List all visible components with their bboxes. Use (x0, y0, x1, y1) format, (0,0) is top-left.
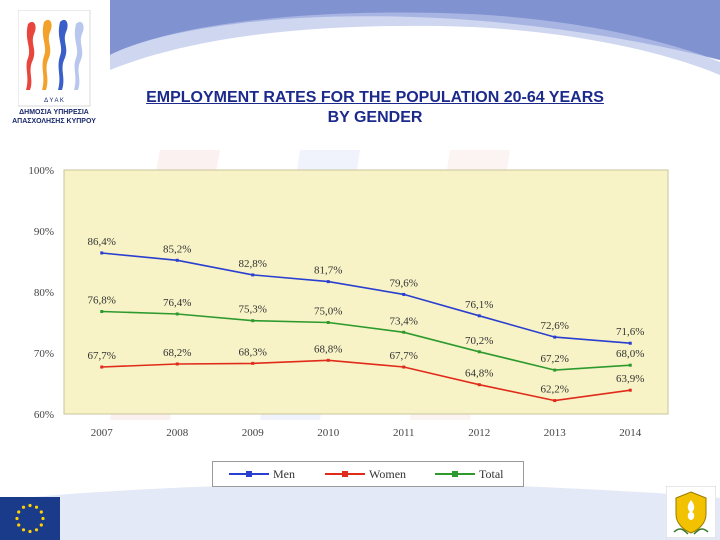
logo-graphic: Δ Υ Α Κ (18, 10, 91, 107)
data-label-women: 63,9% (616, 373, 644, 385)
legend-label: Women (369, 466, 407, 481)
data-point-men (175, 258, 179, 262)
data-point-men (326, 280, 330, 284)
x-tick-label: 2010 (317, 427, 340, 439)
data-point-men (477, 314, 481, 318)
y-tick-label: 90% (34, 226, 54, 238)
legend-swatch (229, 471, 269, 477)
svg-text:Δ Υ Α Κ: Δ Υ Α Κ (44, 98, 64, 104)
legend-item-men: Men (229, 462, 295, 486)
data-label-women: 68,8% (314, 343, 342, 355)
data-label-women: 68,3% (239, 346, 267, 358)
data-point-women (628, 388, 632, 392)
data-label-total: 73,4% (390, 315, 418, 327)
data-label-total: 75,0% (314, 306, 342, 318)
data-label-total: 68,0% (616, 348, 644, 360)
data-point-total (402, 330, 406, 334)
legend-label: Men (273, 466, 295, 481)
data-label-men: 76,1% (465, 299, 493, 311)
data-point-men (251, 273, 255, 277)
series-line-total (101, 310, 631, 371)
data-point-women (477, 383, 481, 387)
data-label-total: 75,3% (239, 304, 267, 316)
x-tick-label: 2012 (468, 427, 490, 439)
x-tick-label: 2014 (619, 427, 642, 439)
data-label-women: 67,7% (88, 350, 116, 362)
data-point-women (175, 362, 179, 366)
data-point-women (402, 365, 406, 369)
data-point-women (100, 365, 104, 369)
data-label-women: 67,7% (390, 350, 418, 362)
data-label-men: 81,7% (314, 265, 342, 277)
x-tick-label: 2009 (242, 427, 265, 439)
data-point-total (251, 319, 255, 323)
data-label-men: 82,8% (239, 258, 267, 270)
y-tick-label: 70% (34, 348, 54, 360)
data-point-men (402, 292, 406, 296)
data-point-men (100, 251, 104, 255)
x-tick-label: 2007 (91, 427, 114, 439)
y-tick-label: 100% (28, 165, 54, 177)
eu-flag-icon (0, 497, 60, 540)
x-tick-label: 2013 (544, 427, 567, 439)
data-label-men: 85,2% (163, 243, 191, 255)
data-point-total (477, 350, 481, 354)
logo-caption: ΔΗΜΟΣΙΑ ΥΠΗΡΕΣΙΑ ΑΠΑΣΧΟΛΗΣΗΣ ΚΥΠΡΟΥ (4, 108, 104, 126)
data-point-total (628, 363, 632, 367)
data-label-total: 70,2% (465, 335, 493, 347)
legend-label: Total (479, 466, 504, 481)
data-label-total: 76,4% (163, 297, 191, 309)
data-label-total: 76,8% (88, 295, 116, 307)
legend-swatch (325, 471, 365, 477)
legend-item-total: Total (435, 462, 504, 486)
data-label-men: 86,4% (88, 236, 116, 248)
data-point-women (326, 358, 330, 362)
series-line-men (101, 252, 631, 344)
chart-legend: Men Women Total (212, 461, 524, 487)
logo-caption-line1: ΔΗΜΟΣΙΑ ΥΠΗΡΕΣΙΑ (19, 109, 89, 116)
page-title: EMPLOYMENT RATES FOR THE POPULATION 20-6… (100, 88, 650, 128)
data-point-women (553, 399, 557, 403)
plot-area (63, 169, 669, 415)
data-label-women: 68,2% (163, 347, 191, 359)
legend-swatch (435, 471, 475, 477)
logo-caption-line2: ΑΠΑΣΧΟΛΗΣΗΣ ΚΥΠΡΟΥ (12, 118, 96, 125)
title-line-1: EMPLOYMENT RATES FOR THE POPULATION 20-6… (146, 89, 604, 106)
data-label-total: 67,2% (541, 353, 569, 365)
y-tick-label: 80% (34, 287, 54, 299)
employment-line-chart: 60% 70% 80% 90% 100% 2007 2008 2009 2010 2011 201… (28, 165, 669, 439)
legend-item-women: Women (325, 462, 406, 486)
x-tick-label: 2011 (393, 427, 415, 439)
data-label-men: 71,6% (616, 326, 644, 338)
data-point-women (251, 361, 255, 365)
cyprus-emblem-icon (666, 486, 716, 538)
data-label-women: 64,8% (465, 368, 493, 380)
data-point-total (553, 368, 557, 372)
data-point-total (326, 321, 330, 324)
data-point-total (100, 310, 104, 314)
y-tick-label: 60% (34, 409, 54, 421)
data-point-men (628, 341, 632, 345)
title-line-2: BY GENDER (327, 109, 423, 126)
series-line-women (101, 359, 631, 402)
data-label-men: 79,6% (390, 277, 418, 289)
data-point-men (553, 335, 557, 339)
data-point-total (175, 312, 179, 316)
data-label-women: 62,2% (541, 384, 569, 396)
data-label-men: 72,6% (541, 320, 569, 332)
x-tick-label: 2008 (166, 427, 189, 439)
